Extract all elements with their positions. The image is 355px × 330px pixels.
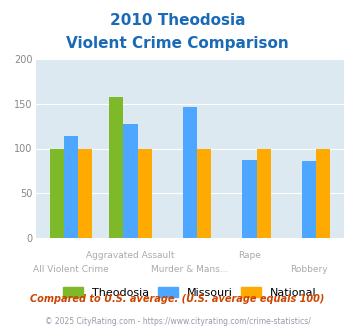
- Bar: [242, 160, 257, 238]
- Text: Rape: Rape: [238, 251, 261, 260]
- Text: Murder & Mans...: Murder & Mans...: [151, 265, 229, 274]
- Text: Robbery: Robbery: [290, 265, 328, 274]
- Bar: [316, 148, 330, 238]
- Legend: Theodosia, Missouri, National: Theodosia, Missouri, National: [59, 282, 321, 302]
- Bar: [50, 148, 64, 238]
- Bar: [257, 148, 271, 238]
- Bar: [138, 148, 152, 238]
- Bar: [183, 107, 197, 238]
- Text: 2010 Theodosia: 2010 Theodosia: [110, 13, 245, 28]
- Bar: [64, 136, 78, 238]
- Bar: [78, 148, 92, 238]
- Bar: [302, 161, 316, 238]
- Bar: [197, 148, 211, 238]
- Text: Violent Crime Comparison: Violent Crime Comparison: [66, 36, 289, 51]
- Text: Compared to U.S. average. (U.S. average equals 100): Compared to U.S. average. (U.S. average …: [30, 294, 325, 304]
- Bar: [109, 97, 123, 238]
- Text: All Violent Crime: All Violent Crime: [33, 265, 109, 274]
- Text: Aggravated Assault: Aggravated Assault: [86, 251, 175, 260]
- Bar: [123, 123, 138, 238]
- Text: © 2025 CityRating.com - https://www.cityrating.com/crime-statistics/: © 2025 CityRating.com - https://www.city…: [45, 317, 310, 326]
